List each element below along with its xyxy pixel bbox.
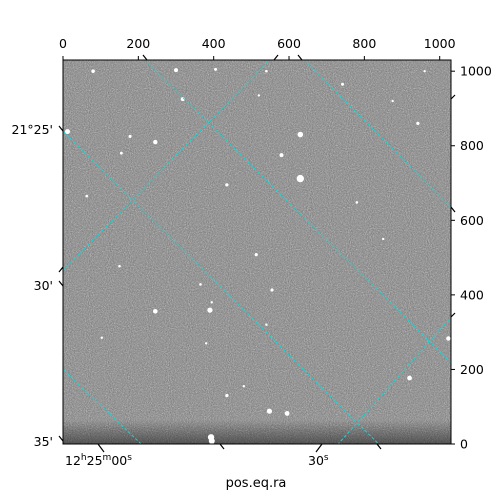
dec-tick-label-1: 21°25' — [12, 122, 54, 137]
dec-tick-label-3: 35' — [34, 434, 53, 449]
star-17 — [296, 174, 305, 183]
coordinate-grid — [63, 60, 451, 444]
star-13 — [119, 151, 123, 155]
top-tick-label-1000: 1000 — [424, 36, 456, 51]
star-5 — [341, 82, 345, 86]
star-20 — [355, 201, 359, 204]
star-11 — [153, 139, 158, 145]
star-27 — [152, 308, 158, 314]
star-19 — [85, 194, 89, 198]
stars-layer — [65, 67, 451, 444]
right-tick-label-800: 800 — [460, 138, 484, 153]
grid-edge-tick-right-1 — [450, 94, 456, 100]
star-33 — [407, 375, 412, 381]
star-35 — [225, 393, 229, 398]
star-36 — [266, 408, 273, 414]
star-39 — [208, 438, 215, 444]
grid-line-4 — [337, 316, 451, 444]
top-tick-label-200: 200 — [126, 36, 150, 51]
image-panel — [63, 60, 451, 444]
top-tick-label-800: 800 — [352, 36, 376, 51]
grid-edge-tick-right-3 — [450, 312, 456, 318]
ra-tick-mark-1 — [97, 443, 105, 453]
x-axis-title: pos.eq.ra — [226, 476, 287, 491]
star-15 — [416, 121, 420, 125]
star-28 — [207, 307, 213, 313]
right-tick-label-400: 400 — [460, 287, 484, 302]
right-tick-label-0: 0 — [460, 437, 468, 452]
star-18 — [225, 183, 229, 187]
ra-tick-mark-4 — [376, 443, 382, 450]
star-10 — [65, 129, 71, 135]
star-14 — [297, 131, 304, 138]
right-tick-label-1000: 1000 — [460, 64, 492, 79]
star-12 — [128, 134, 132, 139]
top-tick-label-400: 400 — [202, 36, 226, 51]
star-7 — [423, 69, 426, 73]
right-pixel-axis: 0 200 400 600 800 1000 — [451, 64, 492, 452]
plot-frame — [62, 59, 452, 445]
star-37 — [284, 411, 290, 416]
grid-line-2 — [63, 369, 142, 444]
star-32 — [446, 336, 451, 341]
star-29 — [265, 323, 268, 326]
dec-tick-mark-1 — [58, 125, 64, 132]
star-25 — [270, 288, 274, 292]
grid-line-5 — [144, 60, 451, 364]
right-tick-label-200: 200 — [460, 362, 484, 377]
grid-edge-tick-top-3 — [297, 54, 303, 61]
dec-tick-mark-4 — [58, 435, 64, 442]
star-22 — [254, 253, 258, 257]
star-16 — [279, 153, 284, 158]
grid-line-3 — [63, 60, 271, 271]
image-bottom-shade — [63, 420, 451, 444]
grid-edge-tick-top-2 — [273, 54, 279, 61]
grid-edge-tick-top-1 — [142, 54, 148, 61]
grid-line-6 — [304, 60, 451, 209]
ra-tick-label-2: 30s — [308, 453, 329, 468]
ra-tick-label-1: 12h25m00s — [65, 453, 132, 468]
star-6 — [391, 99, 394, 103]
star-1 — [91, 69, 95, 73]
ra-tick-mark-3 — [219, 443, 225, 450]
star-31 — [100, 336, 104, 339]
image-noise — [63, 60, 451, 444]
grid-line-1 — [63, 130, 380, 444]
ra-axis: 12h25m00s 30s pos.eq.ra — [65, 443, 382, 491]
star-24 — [199, 283, 202, 286]
dec-tick-mark-3 — [58, 280, 64, 287]
star-9 — [257, 94, 261, 97]
star-34 — [242, 385, 246, 388]
star-21 — [381, 237, 385, 241]
dec-axis: 21°25' 30' 35' — [12, 122, 64, 449]
star-3 — [214, 67, 218, 71]
star-23 — [118, 264, 121, 268]
star-2 — [174, 68, 179, 73]
dec-tick-mark-2 — [58, 266, 64, 273]
grid-edge-tick-right-2 — [450, 206, 456, 213]
star-26 — [210, 301, 213, 304]
dec-tick-label-2: 30' — [34, 278, 53, 293]
top-pixel-axis: 0 200 400 600 800 1000 — [59, 36, 456, 60]
grid-edge-ticks — [142, 54, 456, 318]
star-4 — [265, 69, 268, 73]
ra-tick-mark-2 — [315, 443, 323, 453]
star-30 — [204, 342, 208, 345]
top-tick-label-600: 600 — [277, 36, 301, 51]
top-tick-label-0: 0 — [59, 36, 67, 51]
right-tick-label-600: 600 — [460, 213, 484, 228]
